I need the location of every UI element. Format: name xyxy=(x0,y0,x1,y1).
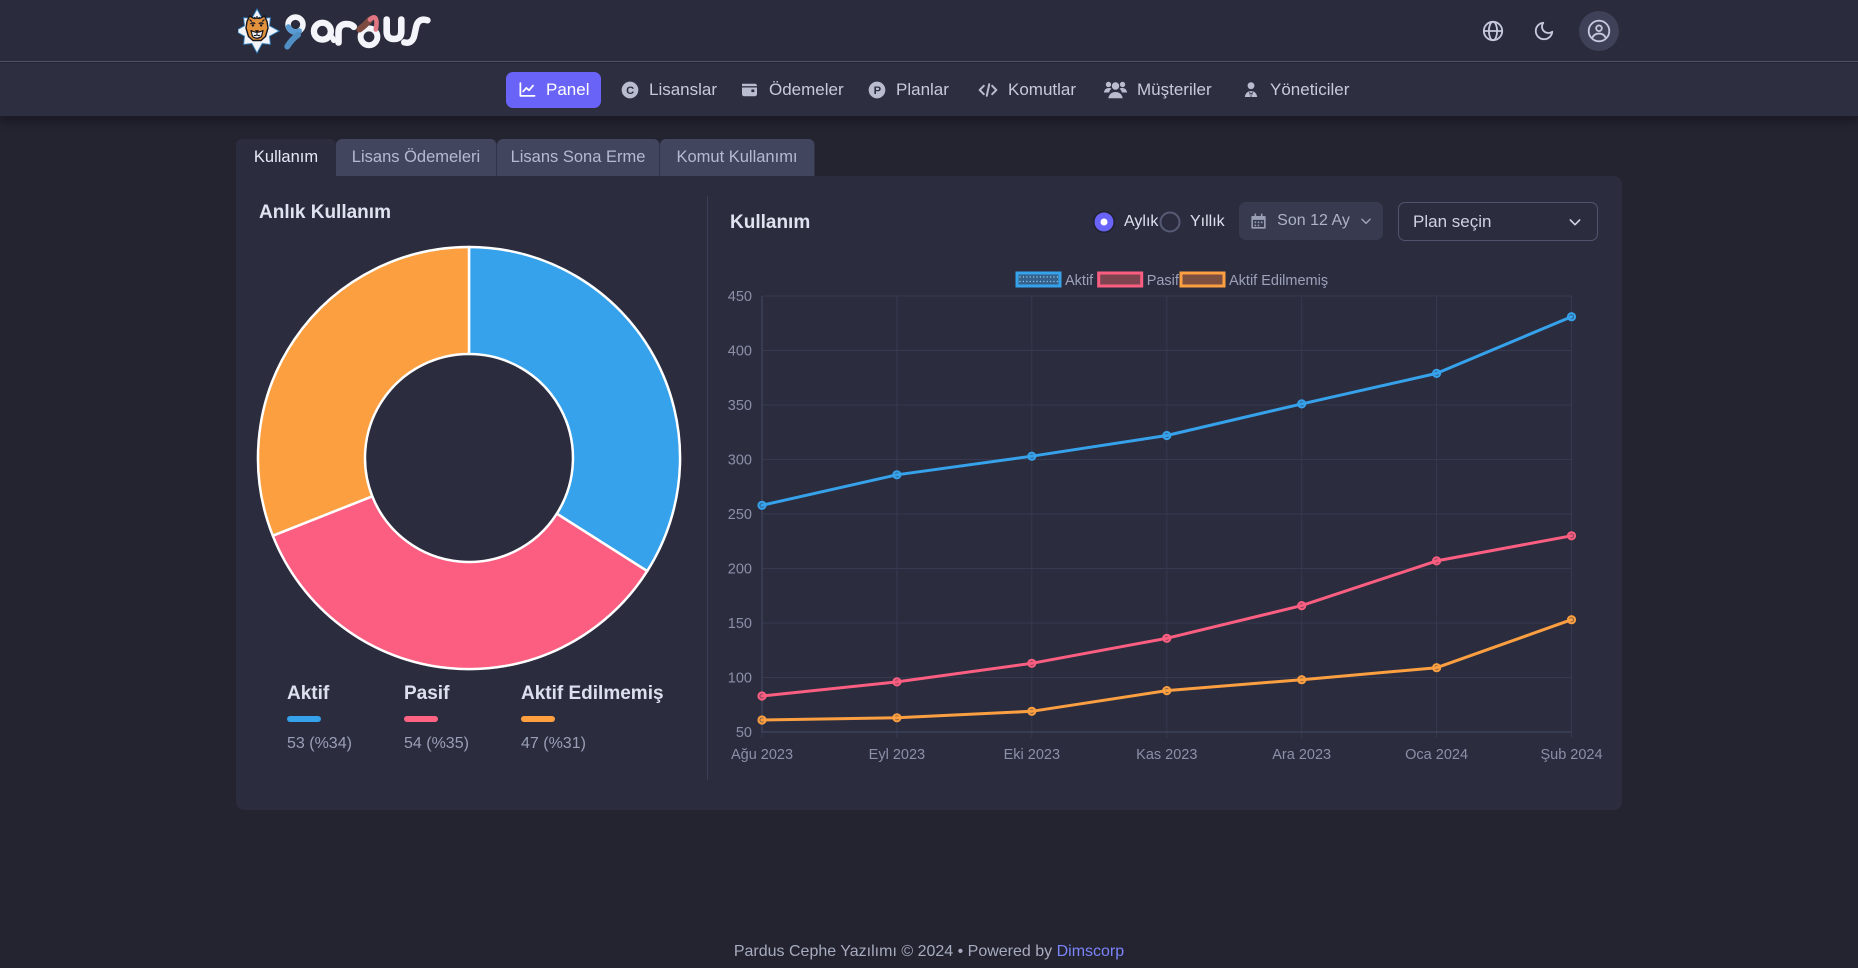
svg-text:Pasif: Pasif xyxy=(1147,273,1180,289)
svg-text:150: 150 xyxy=(728,616,752,632)
svg-text:300: 300 xyxy=(728,453,752,469)
svg-text:Eyl 2023: Eyl 2023 xyxy=(869,747,925,763)
svg-text:P: P xyxy=(874,85,882,97)
svg-text:250: 250 xyxy=(728,507,752,523)
svg-text:450: 450 xyxy=(728,289,752,305)
svg-text:50: 50 xyxy=(736,725,752,741)
svg-text:200: 200 xyxy=(728,562,752,578)
svg-text:Kas 2023: Kas 2023 xyxy=(1136,747,1197,763)
svg-text:C: C xyxy=(626,85,634,97)
svg-text:Eki 2023: Eki 2023 xyxy=(1004,747,1060,763)
svg-text:Aktif Edilmemiş: Aktif Edilmemiş xyxy=(1229,273,1328,289)
svg-text:Şub 2024: Şub 2024 xyxy=(1540,747,1602,763)
svg-text:100: 100 xyxy=(728,671,752,687)
svg-text:400: 400 xyxy=(728,344,752,360)
svg-text:Oca 2024: Oca 2024 xyxy=(1405,747,1468,763)
svg-text:350: 350 xyxy=(728,398,752,414)
svg-text:Ara 2023: Ara 2023 xyxy=(1272,747,1331,763)
svg-text:Aktif: Aktif xyxy=(1065,273,1094,289)
svg-text:Ağu 2023: Ağu 2023 xyxy=(731,747,793,763)
